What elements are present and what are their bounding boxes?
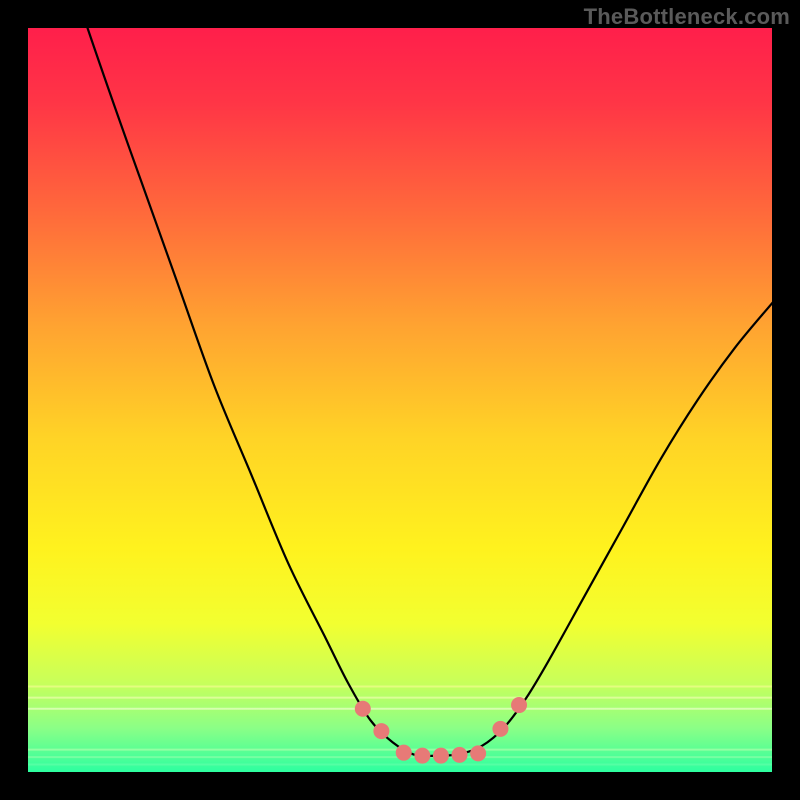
- border-right: [772, 0, 800, 800]
- curve-marker: [452, 747, 468, 763]
- border-left: [0, 0, 28, 800]
- curve-marker: [373, 723, 389, 739]
- watermark-label: TheBottleneck.com: [584, 4, 790, 30]
- plot-background: [28, 28, 772, 772]
- curve-marker: [492, 721, 508, 737]
- curve-marker: [511, 697, 527, 713]
- curve-marker: [396, 745, 412, 761]
- chart-svg: [0, 0, 800, 800]
- curve-marker: [355, 701, 371, 717]
- border-bottom: [0, 772, 800, 800]
- curve-marker: [470, 745, 486, 761]
- curve-marker: [433, 748, 449, 764]
- bottleneck-chart: TheBottleneck.com: [0, 0, 800, 800]
- curve-marker: [414, 748, 430, 764]
